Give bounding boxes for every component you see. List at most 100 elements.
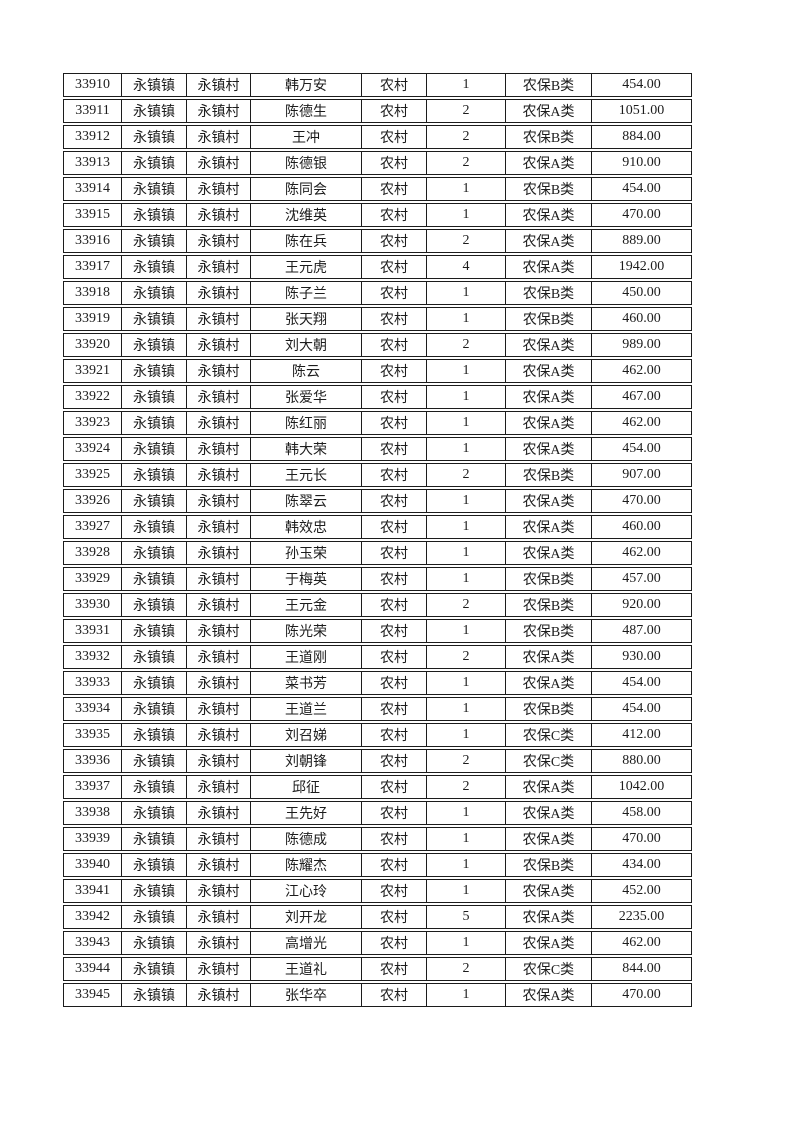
cell-count: 1 xyxy=(427,983,506,1007)
table-row: 33936 永镇镇 永镇村 刘朝锋 农村 2 农保C类 880.00 xyxy=(63,749,692,773)
table-row: 33944 永镇镇 永镇村 王道礼 农村 2 农保C类 844.00 xyxy=(63,957,692,981)
cell-village: 永镇村 xyxy=(187,281,251,305)
cell-category: 农村 xyxy=(362,307,427,331)
cell-count: 2 xyxy=(427,125,506,149)
cell-count: 1 xyxy=(427,931,506,955)
table-row: 33914 永镇镇 永镇村 陈同会 农村 1 农保B类 454.00 xyxy=(63,177,692,201)
cell-person-name: 陈云 xyxy=(251,359,362,383)
cell-count: 2 xyxy=(427,151,506,175)
cell-id: 33923 xyxy=(63,411,122,435)
cell-village: 永镇村 xyxy=(187,567,251,591)
cell-village: 永镇村 xyxy=(187,463,251,487)
cell-category: 农村 xyxy=(362,827,427,851)
cell-id: 33944 xyxy=(63,957,122,981)
cell-count: 1 xyxy=(427,437,506,461)
cell-village: 永镇村 xyxy=(187,541,251,565)
cell-amount: 467.00 xyxy=(592,385,692,409)
cell-insurance-type: 农保B类 xyxy=(506,593,592,617)
cell-insurance-type: 农保A类 xyxy=(506,437,592,461)
cell-town: 永镇镇 xyxy=(122,125,187,149)
cell-amount: 454.00 xyxy=(592,437,692,461)
cell-id: 33927 xyxy=(63,515,122,539)
cell-category: 农村 xyxy=(362,671,427,695)
cell-insurance-type: 农保B类 xyxy=(506,567,592,591)
cell-amount: 460.00 xyxy=(592,307,692,331)
cell-amount: 989.00 xyxy=(592,333,692,357)
cell-insurance-type: 农保A类 xyxy=(506,151,592,175)
cell-category: 农村 xyxy=(362,73,427,97)
cell-id: 33928 xyxy=(63,541,122,565)
cell-category: 农村 xyxy=(362,801,427,825)
table-row: 33922 永镇镇 永镇村 张爱华 农村 1 农保A类 467.00 xyxy=(63,385,692,409)
cell-count: 1 xyxy=(427,281,506,305)
cell-person-name: 王元虎 xyxy=(251,255,362,279)
table-row: 33927 永镇镇 永镇村 韩效忠 农村 1 农保A类 460.00 xyxy=(63,515,692,539)
cell-count: 1 xyxy=(427,827,506,851)
cell-person-name: 王冲 xyxy=(251,125,362,149)
cell-category: 农村 xyxy=(362,619,427,643)
cell-id: 33942 xyxy=(63,905,122,929)
cell-person-name: 邱征 xyxy=(251,775,362,799)
cell-insurance-type: 农保A类 xyxy=(506,541,592,565)
cell-amount: 454.00 xyxy=(592,671,692,695)
cell-id: 33911 xyxy=(63,99,122,123)
cell-town: 永镇镇 xyxy=(122,489,187,513)
cell-village: 永镇村 xyxy=(187,203,251,227)
table-row: 33916 永镇镇 永镇村 陈在兵 农村 2 农保A类 889.00 xyxy=(63,229,692,253)
cell-amount: 458.00 xyxy=(592,801,692,825)
cell-insurance-type: 农保A类 xyxy=(506,671,592,695)
cell-town: 永镇镇 xyxy=(122,281,187,305)
cell-town: 永镇镇 xyxy=(122,151,187,175)
cell-category: 农村 xyxy=(362,541,427,565)
cell-count: 1 xyxy=(427,697,506,721)
cell-id: 33932 xyxy=(63,645,122,669)
cell-category: 农村 xyxy=(362,853,427,877)
cell-village: 永镇村 xyxy=(187,827,251,851)
cell-category: 农村 xyxy=(362,359,427,383)
cell-amount: 907.00 xyxy=(592,463,692,487)
cell-town: 永镇镇 xyxy=(122,177,187,201)
cell-town: 永镇镇 xyxy=(122,853,187,877)
cell-count: 1 xyxy=(427,619,506,643)
table-row: 33942 永镇镇 永镇村 刘开龙 农村 5 农保A类 2235.00 xyxy=(63,905,692,929)
cell-id: 33934 xyxy=(63,697,122,721)
cell-town: 永镇镇 xyxy=(122,957,187,981)
cell-amount: 884.00 xyxy=(592,125,692,149)
cell-category: 农村 xyxy=(362,99,427,123)
cell-amount: 412.00 xyxy=(592,723,692,747)
cell-id: 33940 xyxy=(63,853,122,877)
table-row: 33931 永镇镇 永镇村 陈光荣 农村 1 农保B类 487.00 xyxy=(63,619,692,643)
cell-insurance-type: 农保A类 xyxy=(506,385,592,409)
cell-person-name: 陈德成 xyxy=(251,827,362,851)
cell-village: 永镇村 xyxy=(187,775,251,799)
cell-insurance-type: 农保A类 xyxy=(506,515,592,539)
cell-insurance-type: 农保B类 xyxy=(506,307,592,331)
table-row: 33917 永镇镇 永镇村 王元虎 农村 4 农保A类 1942.00 xyxy=(63,255,692,279)
cell-count: 2 xyxy=(427,99,506,123)
cell-count: 1 xyxy=(427,73,506,97)
table-row: 33924 永镇镇 永镇村 韩大荣 农村 1 农保A类 454.00 xyxy=(63,437,692,461)
cell-town: 永镇镇 xyxy=(122,671,187,695)
cell-village: 永镇村 xyxy=(187,515,251,539)
cell-amount: 450.00 xyxy=(592,281,692,305)
cell-category: 农村 xyxy=(362,255,427,279)
cell-amount: 487.00 xyxy=(592,619,692,643)
cell-town: 永镇镇 xyxy=(122,879,187,903)
cell-village: 永镇村 xyxy=(187,697,251,721)
cell-person-name: 王道礼 xyxy=(251,957,362,981)
cell-person-name: 刘开龙 xyxy=(251,905,362,929)
cell-insurance-type: 农保A类 xyxy=(506,411,592,435)
cell-amount: 454.00 xyxy=(592,177,692,201)
cell-id: 33919 xyxy=(63,307,122,331)
cell-category: 农村 xyxy=(362,905,427,929)
cell-id: 33945 xyxy=(63,983,122,1007)
cell-amount: 470.00 xyxy=(592,489,692,513)
cell-category: 农村 xyxy=(362,437,427,461)
table-row: 33941 永镇镇 永镇村 江心玲 农村 1 农保A类 452.00 xyxy=(63,879,692,903)
cell-insurance-type: 农保A类 xyxy=(506,203,592,227)
cell-town: 永镇镇 xyxy=(122,593,187,617)
cell-amount: 462.00 xyxy=(592,931,692,955)
table-row: 33938 永镇镇 永镇村 王先好 农村 1 农保A类 458.00 xyxy=(63,801,692,825)
cell-count: 1 xyxy=(427,671,506,695)
cell-count: 2 xyxy=(427,333,506,357)
